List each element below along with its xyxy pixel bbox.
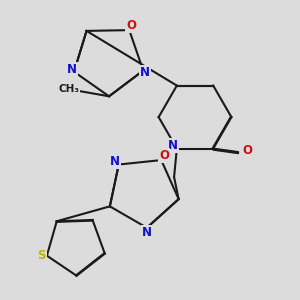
Text: O: O bbox=[243, 144, 253, 157]
Text: S: S bbox=[38, 249, 46, 262]
Text: N: N bbox=[140, 66, 150, 79]
Text: N: N bbox=[110, 155, 120, 168]
Text: N: N bbox=[142, 226, 152, 239]
Text: N: N bbox=[168, 139, 178, 152]
Text: O: O bbox=[159, 149, 169, 162]
Text: O: O bbox=[126, 20, 136, 32]
Text: CH₃: CH₃ bbox=[58, 84, 79, 94]
Text: N: N bbox=[67, 62, 77, 76]
